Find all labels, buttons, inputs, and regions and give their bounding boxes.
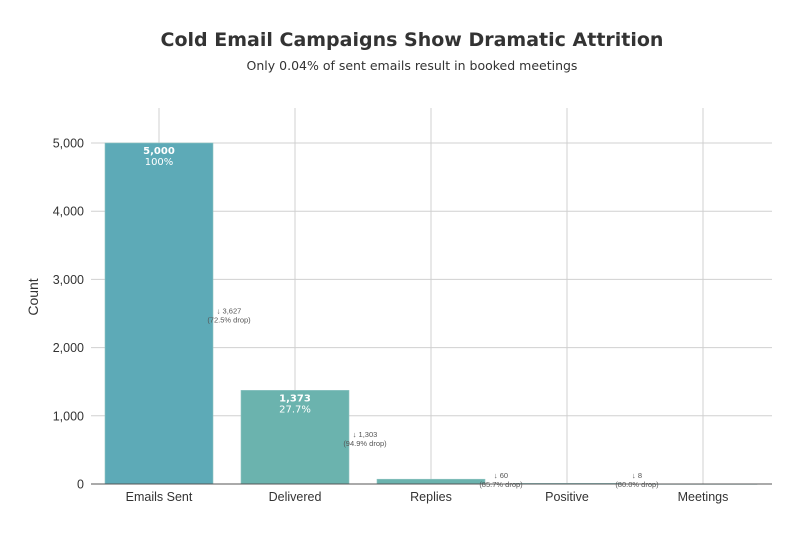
bar-emails-sent [104,142,214,485]
x-tick-label: Meetings [678,490,729,504]
bar-percent-label: 27.7% [279,404,311,415]
y-tick-label: 4,000 [53,205,84,219]
drop-percent-label: (72.5% drop) [207,316,251,325]
bar-value-label: 1,373 [279,393,311,404]
x-tick-label: Emails Sent [126,490,193,504]
drop-amount-label: ↓ 1,303 [353,430,378,439]
chart-title: Cold Email Campaigns Show Dramatic Attri… [161,29,664,51]
y-tick-label: 5,000 [53,137,84,151]
y-tick-label: 3,000 [53,273,84,287]
drop-percent-label: (94.9% drop) [343,439,387,448]
bar-delivered [240,390,350,485]
drop-amount-label: ↓ 60 [494,471,508,480]
x-tick-label: Positive [545,490,589,504]
y-axis-label: Count [25,278,41,315]
axes: 0 1,000 2,000 3,000 4,000 5,000 Emails Sent Del… [53,137,772,504]
drop-amount-label: ↓ 8 [632,471,642,480]
x-tick-label: Replies [410,490,452,504]
bars [104,142,758,485]
bar-value-label: 5,000 [143,146,175,157]
y-tick-label: 2,000 [53,341,84,355]
y-tick-label: 1,000 [53,409,84,423]
bar-replies [376,478,486,485]
drop-amount-label: ↓ 3,627 [217,307,242,316]
y-tick-label: 0 [77,478,84,492]
chart-subtitle: Only 0.04% of sent emails result in book… [247,58,578,73]
x-tick-label: Delivered [269,490,322,504]
bar-percent-label: 100% [145,157,174,168]
